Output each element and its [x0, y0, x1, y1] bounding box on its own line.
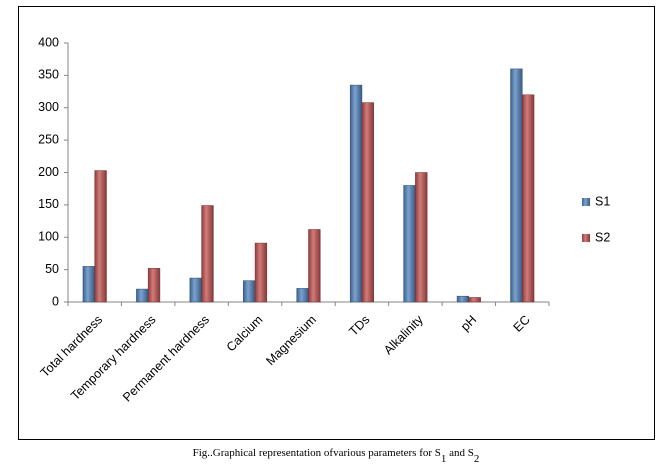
- bar: [456, 295, 470, 303]
- bar: [403, 185, 416, 303]
- y-tick-label: 200: [38, 165, 59, 179]
- bar: [308, 229, 321, 303]
- y-tick-label: 300: [38, 100, 59, 114]
- caption-part: 2: [474, 453, 480, 465]
- bar: [522, 94, 535, 303]
- legend-label: S2: [595, 230, 610, 244]
- bar: [136, 288, 149, 303]
- y-tick-label: 400: [38, 35, 59, 49]
- bar: [296, 288, 309, 303]
- caption-part: Fig..Graphical representation ofvarious …: [193, 447, 441, 459]
- y-tick-label: 250: [38, 132, 59, 146]
- bar: [82, 266, 95, 303]
- bar: [468, 297, 481, 303]
- bar: [94, 170, 107, 303]
- bar: [243, 280, 256, 303]
- y-tick-label: 0: [52, 294, 59, 308]
- y-tick-label: 100: [38, 230, 59, 244]
- legend-label: S1: [595, 194, 610, 208]
- caption: Fig..Graphical representation ofvarious …: [193, 447, 480, 465]
- bar: [201, 205, 214, 303]
- chart-border: [18, 6, 655, 440]
- legend-swatch: [582, 234, 590, 242]
- y-tick-label: 50: [45, 262, 59, 276]
- bar: [147, 268, 161, 303]
- bar: [189, 277, 202, 303]
- bar: [254, 242, 268, 303]
- bar: [349, 84, 363, 303]
- y-tick-label: 350: [38, 68, 59, 82]
- bar: [415, 172, 428, 303]
- bar: [510, 68, 523, 303]
- legend-swatch: [582, 198, 590, 206]
- caption-part: 1: [441, 453, 447, 465]
- bar: [361, 102, 374, 303]
- caption-part: and S: [446, 447, 474, 459]
- y-tick-label: 150: [38, 197, 59, 211]
